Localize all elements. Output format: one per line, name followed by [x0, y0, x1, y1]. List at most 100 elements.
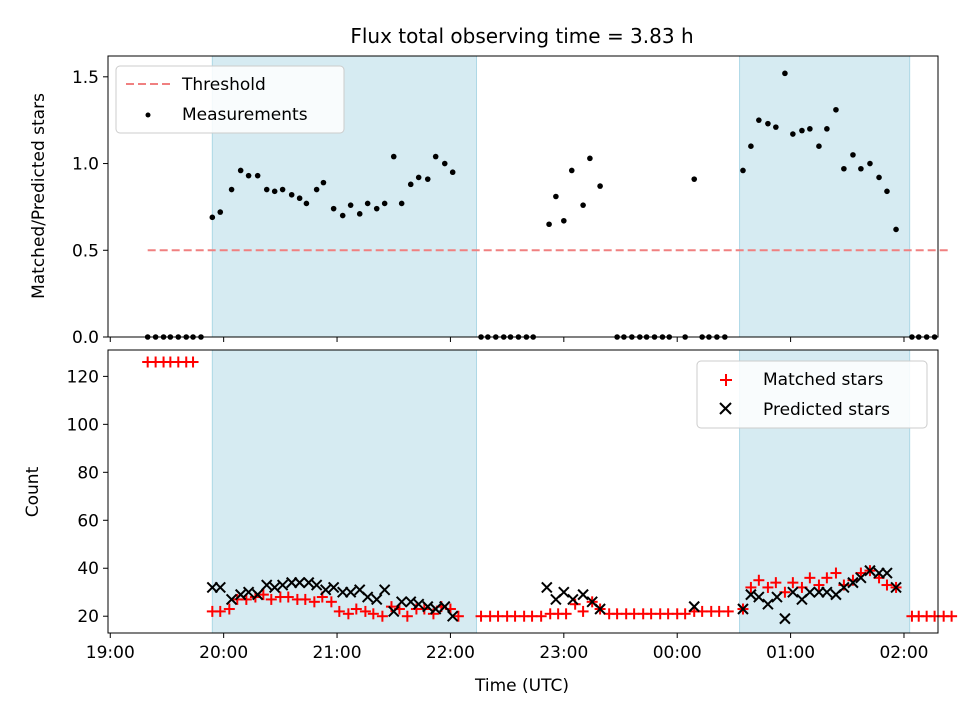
measurement-point [313, 186, 320, 193]
matched-star-point [452, 610, 464, 622]
measurement-point [303, 200, 310, 207]
matched-star-point [257, 589, 269, 601]
measurement-point [320, 179, 327, 186]
predicted-star-point [439, 600, 451, 613]
top-y-ticks: 0.0 0.5 1.0 1.5 [72, 68, 108, 348]
predicted-star-point [327, 581, 340, 594]
predicted-star-point [594, 603, 606, 615]
predicted-star-point [344, 586, 357, 598]
predicted-star-point [779, 612, 791, 625]
legend-threshold-label: Threshold [181, 75, 266, 95]
measurement-point [833, 106, 839, 113]
measurement-point [568, 167, 575, 174]
predicted-star-point [395, 596, 408, 608]
measurement-point [356, 211, 363, 217]
matched-star-point [308, 596, 320, 608]
predicted-star-point [422, 600, 434, 613]
predicted-star-point [276, 579, 289, 591]
predicted-star-point [234, 588, 247, 601]
measurement-point [790, 131, 796, 137]
predicted-star-point [361, 591, 374, 603]
measurement-point [271, 188, 278, 195]
measurement-point [748, 143, 754, 149]
x-tick-label: 20:00 [199, 643, 248, 663]
measurement-point [398, 200, 405, 207]
predicted-star-point [855, 572, 867, 584]
predicted-star-point [388, 605, 400, 618]
measurement-point [884, 188, 890, 195]
x-tick-label: 22:00 [426, 643, 475, 663]
measurement-point [390, 153, 397, 160]
predicted-star-point [405, 596, 417, 608]
top-y-tick-label: 0.5 [72, 241, 99, 261]
matched-star-point [830, 567, 842, 579]
predicted-star-point [214, 581, 226, 594]
predicted-star-point [762, 598, 774, 610]
top-y-tick-label: 1.5 [72, 68, 99, 88]
top-y-axis-label: Matched/Predicted stars [29, 93, 49, 299]
measurement-point [597, 183, 603, 189]
legend-predicted-label: Predicted stars [763, 400, 890, 420]
bottom-panel: 19:00 20:00 21:00 22:00 23:00 00:00 01:00 02:00… [23, 349, 958, 696]
matched-star-point [753, 574, 765, 586]
bottom-y-tick-label: 120 [67, 367, 99, 387]
measurement-point [799, 127, 805, 134]
measurement-point [841, 165, 847, 172]
predicted-star-point [821, 586, 833, 598]
predicted-star-point [558, 586, 570, 598]
matched-star-point [560, 608, 572, 620]
predicted-star-point [804, 586, 816, 598]
matched-star-point [325, 596, 337, 608]
predicted-star-point [319, 584, 332, 596]
legend-measurements-swatch [145, 112, 151, 118]
predicted-star-point [310, 579, 323, 591]
bottom-y-tick-label: 20 [77, 607, 99, 627]
predicted-star-point [541, 581, 553, 594]
top-legend-box [115, 65, 345, 134]
matched-star-point [745, 581, 757, 593]
measurement-point [816, 143, 822, 149]
measurement-point [330, 205, 337, 212]
matched-star-point [821, 572, 833, 584]
top-axes-frame [107, 55, 939, 338]
predicted-star-point [745, 588, 757, 601]
matched-star-point [299, 593, 311, 605]
predicted-star-point [378, 584, 391, 596]
matched-star-point [577, 605, 589, 617]
x-tick-label: 01:00 [766, 643, 815, 663]
predicted-star-point [268, 581, 281, 594]
top-legend: Threshold Measurements [115, 65, 345, 134]
bottom-y-tick-label: 60 [77, 511, 99, 531]
measurement-point [893, 226, 899, 233]
measurement-point [237, 167, 244, 174]
legend-matched-swatch [720, 374, 732, 386]
x-tick-label: 23:00 [539, 643, 588, 663]
matched-star-point [535, 610, 547, 622]
top-x-ticks [109, 337, 905, 342]
top-panel: 0.0 0.5 1.0 1.5 Flux total observing time =… [29, 24, 950, 348]
bottom-y-tick-label: 100 [67, 415, 99, 435]
matched-star-point [333, 605, 345, 617]
predicted-star-point [261, 579, 273, 591]
matched-star-point [762, 581, 774, 593]
matched-star-point [214, 605, 226, 617]
top-y-tick-label: 1.0 [72, 155, 99, 175]
measurement-point [228, 186, 235, 193]
measurement-point [867, 160, 873, 167]
matched-star-point [813, 579, 825, 591]
matched-star-point [342, 608, 354, 620]
measurement-point [587, 155, 593, 162]
predicted-star-point [864, 564, 876, 577]
matched-star-point [376, 610, 388, 622]
predicted-star-point [567, 593, 579, 606]
legend-predicted-swatch [719, 402, 732, 415]
measurement-point [288, 191, 295, 198]
x-axis-label: Time (UTC) [474, 676, 569, 696]
bottom-shaded-interval-1 [211, 349, 478, 634]
measurement-point [876, 174, 882, 181]
matched-star-point [881, 579, 893, 591]
measurement-point [765, 120, 771, 127]
measurement-point [807, 126, 813, 132]
measurement-point [339, 212, 346, 219]
